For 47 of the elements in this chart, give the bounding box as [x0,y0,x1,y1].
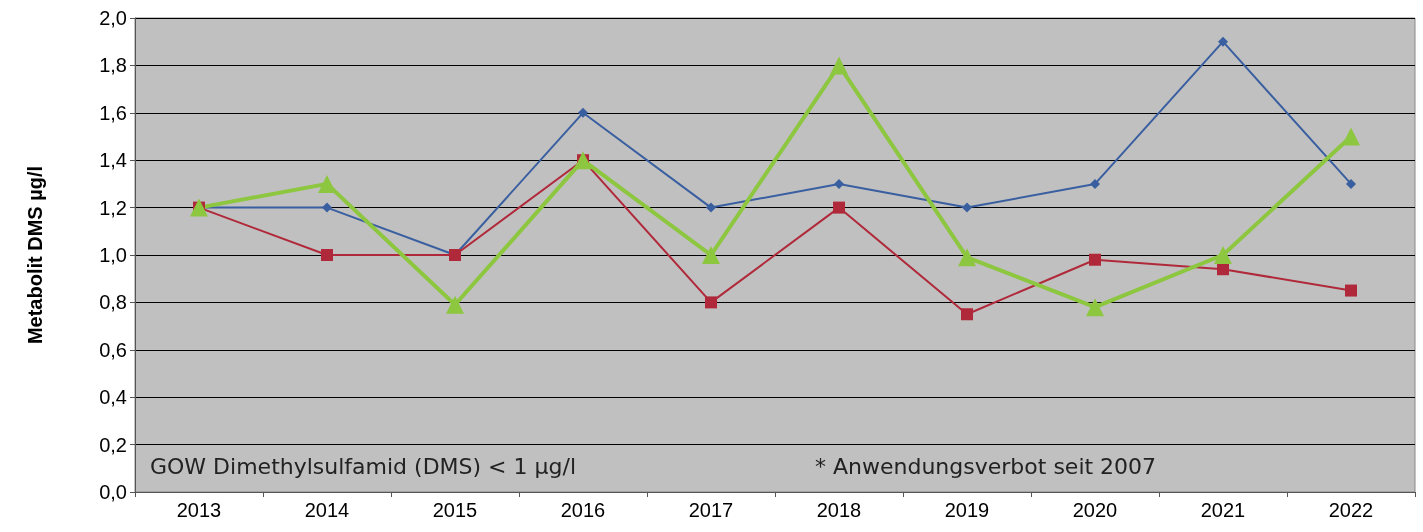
x-tick-label: 2015 [432,499,478,521]
point [1217,263,1229,276]
point [1214,246,1232,264]
y-tick-label: 0,6 [99,338,127,361]
point [1345,284,1357,297]
x-tick-label: 2018 [816,499,862,521]
y-tick-label: 0,2 [99,433,127,456]
point [705,296,717,309]
y-tick-label: 0,0 [99,481,127,503]
point [702,246,720,264]
point [322,202,332,213]
point [1346,178,1356,189]
y-tick-label: 1,8 [99,54,127,77]
x-tick-label: 2019 [944,499,990,521]
y-axis-title: Metabolit DMS µg/l [24,165,46,345]
x-tick-label: 2020 [1072,499,1118,521]
point [318,174,336,193]
y-tick-label: 2,0 [99,7,127,29]
x-tick-label: 2016 [560,499,606,521]
y-tick-label: 0,8 [99,291,127,314]
x-tick-label: 2014 [304,499,350,521]
point [958,248,976,267]
annotation: GOW Dimethylsulfamid (DMS) < 1 µg/l [150,453,577,479]
point [1342,127,1360,146]
point [830,56,848,75]
point [446,295,464,314]
x-tick-label: 2013 [176,499,222,521]
point [961,308,973,321]
y-tick-label: 1,4 [99,149,127,172]
point [833,201,845,214]
point [706,202,716,213]
point [1089,253,1101,266]
annotation: * Anwendungsverbot seit 2007 [815,453,1157,479]
y-tick-label: 1,0 [99,244,127,266]
point [1086,298,1104,317]
y-tick-label: 1,6 [99,101,127,124]
x-tick-label: 2021 [1200,499,1246,521]
point [321,249,333,261]
point [962,202,972,213]
y-tick-label: 0,4 [99,386,127,409]
point [1218,36,1228,47]
y-tick-label: 1,2 [99,196,127,219]
point [578,107,588,118]
point [1090,178,1100,189]
x-tick-label: 2017 [688,499,734,521]
x-tick-label: 2022 [1328,499,1374,521]
point [834,178,844,189]
